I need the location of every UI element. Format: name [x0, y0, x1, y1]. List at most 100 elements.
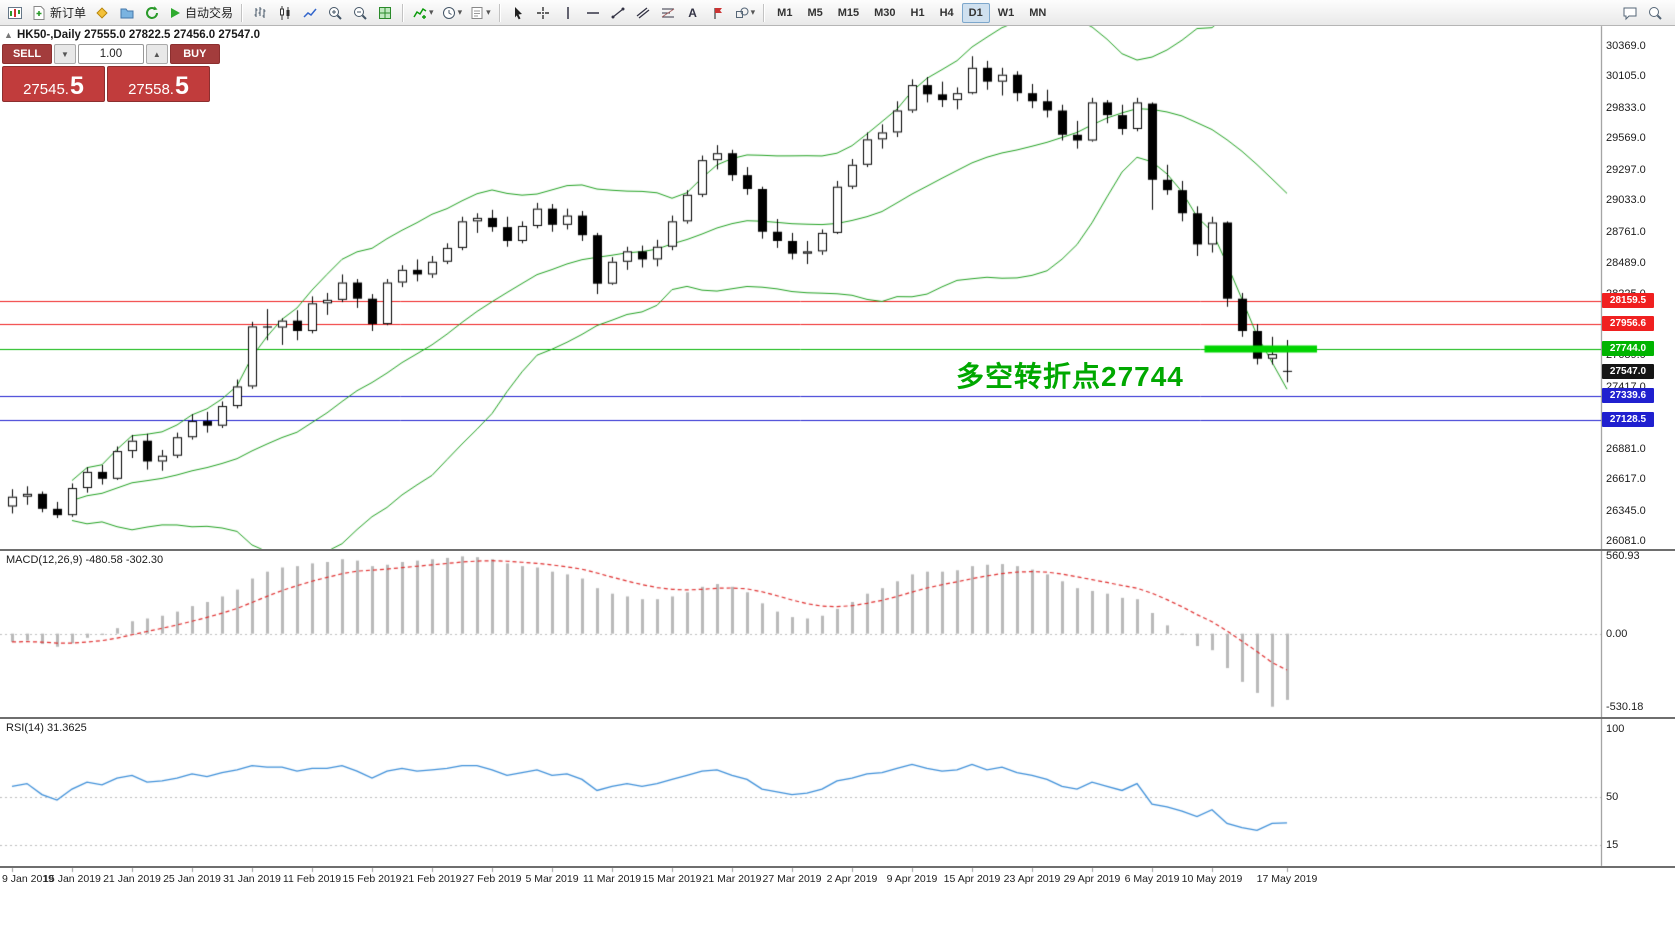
templates-button[interactable]: ▾	[466, 2, 494, 24]
periods-button[interactable]: ▾	[438, 2, 466, 24]
timeframe-button-D1[interactable]: D1	[961, 2, 990, 23]
date-label: 15 Mar 2019	[642, 873, 702, 885]
bid-price: 27545.	[23, 81, 69, 98]
macd-axis-label: 0.00	[1606, 627, 1628, 640]
buy-button[interactable]: BUY	[169, 44, 220, 64]
date-label: 17 May 2019	[1256, 873, 1318, 885]
dropdown-caret-icon: ▾	[457, 7, 463, 17]
sell-price-button[interactable]: 27545. 5	[2, 66, 105, 102]
buy-price-button[interactable]: 27558. 5	[107, 66, 210, 102]
new-order-label: 新订单	[50, 6, 87, 20]
date-label: 21 Mar 2019	[702, 873, 762, 885]
volume-increase-button[interactable]: ▲	[145, 44, 168, 64]
date-label: 29 Apr 2019	[1063, 873, 1121, 885]
date-label: 6 May 2019	[1124, 873, 1180, 885]
toolbar-separator	[498, 3, 501, 22]
price-axis-label: 28761.0	[1606, 225, 1646, 238]
price-line-badge: 28159.5	[1602, 293, 1654, 309]
chart-annotation[interactable]: 多空转折点27744	[956, 361, 1184, 392]
zoom-in-icon	[327, 5, 343, 21]
crosshair-button[interactable]	[531, 2, 555, 24]
rsi-axis-label: 15	[1606, 839, 1619, 852]
grid-icon	[377, 5, 393, 21]
toolbar-separator	[241, 3, 244, 22]
panel-splitter[interactable]	[0, 866, 1675, 868]
date-label: 9 Jan 2019	[2, 873, 54, 885]
sell-button[interactable]: SELL	[2, 44, 52, 64]
current-price-badge: 27547.0	[1602, 363, 1654, 379]
timeframe-button-W1[interactable]: W1	[991, 3, 1022, 23]
label-button[interactable]	[706, 2, 730, 24]
shapes-button[interactable]: ▾	[731, 2, 759, 24]
date-label: 27 Feb 2019	[462, 873, 522, 885]
timeframe-button-M1[interactable]: M1	[770, 3, 799, 23]
refresh-icon	[144, 5, 160, 21]
clock-icon	[441, 5, 457, 21]
new-order-button[interactable]: 新订单	[28, 2, 89, 24]
fibonacci-button[interactable]	[656, 2, 680, 24]
timeframe-button-M30[interactable]: M30	[867, 3, 902, 23]
bars-chart-button[interactable]	[248, 2, 272, 24]
line-chart-button[interactable]	[298, 2, 322, 24]
up-triangle-icon: ▲	[152, 49, 161, 59]
volume-decrease-button[interactable]: ▼	[54, 44, 76, 64]
vertical-line-button[interactable]	[556, 2, 580, 24]
trendline-button[interactable]	[606, 2, 630, 24]
chart-icon	[7, 5, 23, 21]
timeframe-button-H1[interactable]: H1	[904, 3, 932, 23]
new-chart-button[interactable]	[3, 2, 27, 24]
toolbar: 新订单 自动交易	[0, 0, 1675, 26]
price-line-badge: 27339.6	[1602, 387, 1654, 403]
bid-price-big-digit: 5	[69, 71, 84, 100]
one-click-collapse-arrow-icon[interactable]: ▲	[4, 30, 13, 40]
date-label: 15 Feb 2019	[342, 873, 402, 885]
autotrading-button[interactable]: 自动交易	[165, 2, 236, 24]
grid-button[interactable]	[373, 2, 397, 24]
candlestick-chart-icon	[277, 5, 293, 21]
text-button[interactable]: A	[681, 2, 705, 24]
cursor-button[interactable]	[506, 2, 530, 24]
scripts-button[interactable]	[140, 2, 164, 24]
date-label: 5 Mar 2019	[525, 873, 579, 885]
chat-icon	[1622, 5, 1638, 21]
timeframe-button-M15[interactable]: M15	[831, 3, 866, 23]
expert-advisors-button[interactable]	[90, 2, 114, 24]
community-chat-button[interactable]	[1618, 2, 1642, 24]
profiles-button[interactable]	[115, 2, 139, 24]
chart-title: HK50-,Daily 27555.0 27822.5 27456.0 2754…	[17, 29, 260, 41]
zoom-in-button[interactable]	[323, 2, 347, 24]
price-axis-label: 29033.0	[1606, 194, 1646, 207]
timeframe-button-H4[interactable]: H4	[933, 3, 961, 23]
horizontal-line-button[interactable]	[581, 2, 605, 24]
candlestick-chart-button[interactable]	[273, 2, 297, 24]
price-axis-label: 30105.0	[1606, 70, 1646, 83]
date-label: 27 Mar 2019	[762, 873, 822, 885]
date-label: 15 Jan 2019	[43, 873, 101, 885]
horizontal-line-icon	[585, 5, 601, 21]
date-label: 9 Apr 2019	[886, 873, 938, 885]
indicators-button[interactable]: ▾	[409, 2, 437, 24]
date-label: 11 Feb 2019	[282, 873, 342, 885]
price-axis-label: 30369.0	[1606, 39, 1646, 52]
zoom-out-button[interactable]	[348, 2, 372, 24]
price-line-badge: 27128.5	[1602, 412, 1654, 428]
flag-icon	[710, 5, 726, 21]
fibonacci-icon	[660, 5, 676, 21]
date-label: 21 Jan 2019	[103, 873, 161, 885]
price-axis-label: 26881.0	[1606, 442, 1646, 455]
dropdown-caret-icon: ▾	[750, 7, 756, 17]
timeframe-button-M5[interactable]: M5	[800, 3, 829, 23]
macd-axis-label: 560.93	[1606, 550, 1640, 563]
panel-splitter[interactable]	[0, 717, 1675, 719]
play-icon	[168, 6, 182, 20]
timeframe-button-MN[interactable]: MN	[1022, 3, 1053, 23]
date-label: 15 Apr 2019	[943, 873, 1001, 885]
vertical-line-icon	[560, 5, 576, 21]
volume-input[interactable]	[77, 44, 144, 64]
date-label: 31 Jan 2019	[223, 873, 281, 885]
channel-button[interactable]	[631, 2, 655, 24]
search-button[interactable]	[1643, 2, 1667, 24]
panel-splitter[interactable]	[0, 549, 1675, 551]
